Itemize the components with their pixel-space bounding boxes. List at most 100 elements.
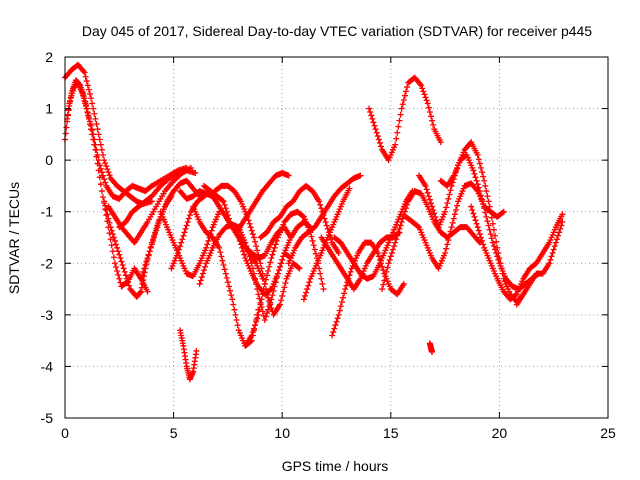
data-point-arc18: [317, 201, 324, 208]
data-point-arc30: [558, 222, 565, 229]
data-point-arc24: [392, 141, 399, 148]
data-point-arc17: [262, 276, 269, 283]
data-point-arc14: [279, 292, 286, 299]
data-point-arc1: [88, 95, 95, 102]
data-point-arc3: [103, 212, 110, 219]
data-point-arc9: [178, 239, 185, 246]
data-point-arc3: [115, 271, 122, 278]
data-point-arc25: [396, 225, 403, 232]
data-point-arc24: [378, 143, 385, 150]
data-point-arc4: [123, 275, 130, 282]
data-point-arc9: [182, 225, 189, 232]
data-point-arc17: [265, 268, 272, 275]
data-point-arc15: [274, 270, 281, 277]
data-point-arc15: [240, 248, 247, 255]
data-point-arc17: [254, 315, 261, 322]
data-point-arc18: [316, 198, 323, 205]
data-point-arc2: [98, 169, 105, 176]
data-point-arc25: [383, 268, 390, 275]
data-point-arc3: [84, 109, 91, 116]
data-point-arc22: [343, 282, 350, 289]
data-point-arc1: [80, 68, 87, 75]
data-point-arc24: [366, 105, 373, 112]
data-point-arc14: [280, 288, 287, 295]
data-point-arc24: [394, 129, 401, 136]
data-point-arc1: [89, 100, 96, 107]
data-point-arc26: [454, 202, 461, 209]
data-point-arc28: [494, 253, 501, 260]
data-point-arc7: [140, 268, 147, 275]
data-point-arc7: [147, 244, 154, 251]
data-point-arc24: [427, 113, 434, 120]
data-point-arc29: [470, 210, 477, 217]
data-point-arc24: [424, 100, 431, 107]
data-point-arc30: [557, 225, 564, 232]
data-point-arc25: [399, 215, 406, 222]
data-point-arc4: [113, 241, 120, 248]
data-point-arc22: [347, 268, 354, 275]
data-point-arc7: [144, 255, 151, 262]
data-point-arc14: [259, 270, 266, 277]
data-point-arc9: [186, 212, 193, 219]
data-point-arc3: [85, 115, 92, 122]
data-point-arc13: [223, 208, 230, 215]
tick-labels: 0 5 10 15 20 25 -5 -4 -3 -2 -1 0 1 2: [41, 49, 616, 441]
data-point-arc17: [259, 291, 266, 298]
data-point-arc17: [309, 237, 316, 244]
data-point-arc2: [63, 124, 70, 131]
data-point-arc4: [120, 265, 127, 272]
y-tick-label: -3: [41, 307, 54, 323]
data-point-arc22: [330, 329, 337, 336]
data-point-arc22: [334, 315, 341, 322]
x-tick-label: 0: [61, 425, 69, 441]
data-point-arc14: [266, 298, 273, 305]
data-point-arc24: [393, 135, 400, 142]
data-point-arc28: [476, 188, 483, 195]
data-point-arc4: [122, 272, 129, 279]
data-point-arc15: [241, 251, 248, 258]
data-point-arc4: [102, 202, 109, 209]
data-point-arc3: [64, 111, 71, 118]
data-point-arc11: [228, 292, 235, 299]
data-point-arc2: [95, 157, 102, 164]
data-point-arc30: [546, 260, 553, 267]
data-points: [62, 61, 566, 383]
data-point-arc27: [475, 156, 482, 163]
data-point-arc7: [145, 251, 152, 258]
data-point-arc11: [220, 262, 227, 269]
data-point-arc6: [192, 170, 199, 177]
data-point-arc17: [270, 248, 277, 255]
data-point-arc24: [372, 126, 379, 133]
data-point-arc3: [114, 268, 121, 275]
data-point-arc17: [255, 311, 262, 318]
data-point-arc13: [225, 215, 232, 222]
data-point-arc24: [430, 121, 437, 128]
data-point-arc14: [246, 220, 253, 227]
data-point-arc15: [239, 244, 246, 251]
data-point-arc14: [278, 297, 285, 304]
data-point-arc26: [500, 208, 507, 215]
data-point-arc29: [473, 220, 480, 227]
data-point-arc27: [477, 164, 484, 171]
data-point-arc27: [447, 187, 454, 194]
data-point-arc26: [446, 232, 453, 239]
data-point-arc11: [233, 317, 240, 324]
data-point-arc4: [106, 219, 113, 226]
data-point-arc12: [197, 277, 204, 284]
data-point-arc1: [82, 73, 89, 80]
data-point-arc27: [424, 189, 431, 196]
data-point-arc28: [471, 170, 478, 177]
data-point-arc12: [269, 292, 276, 299]
data-point-arc3: [116, 275, 123, 282]
data-point-arc9: [183, 222, 190, 229]
y-axis-label: SDTVAR / TECUs: [6, 182, 22, 294]
data-point-arc17: [263, 272, 270, 279]
data-point-arc9: [176, 246, 183, 253]
data-point-arc28: [489, 239, 496, 246]
x-tick-label: 15: [383, 425, 399, 441]
data-point-arc24: [419, 85, 426, 92]
data-point-arc3: [90, 136, 97, 143]
data-point-arc27: [443, 204, 450, 211]
data-point-arc4: [121, 268, 128, 275]
